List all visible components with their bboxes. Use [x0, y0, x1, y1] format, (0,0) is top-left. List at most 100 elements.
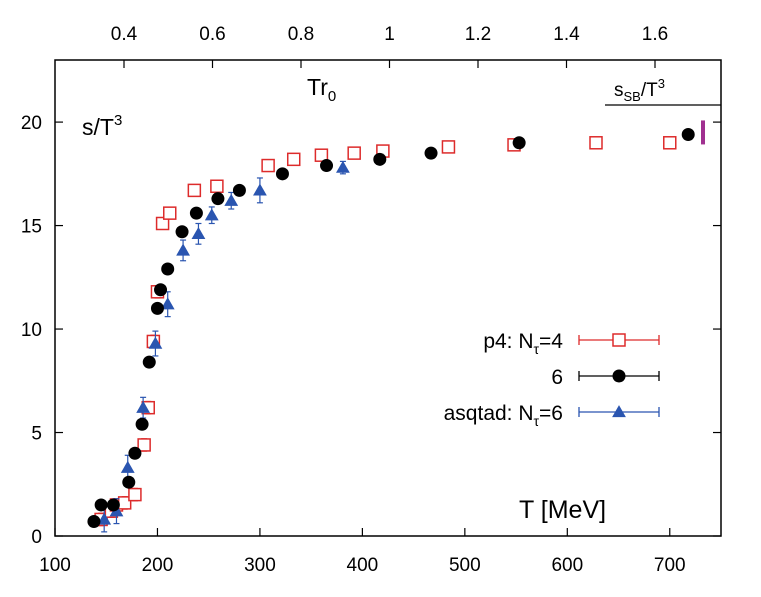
data-point — [189, 206, 203, 220]
data-point-marker — [424, 146, 438, 160]
data-point — [117, 496, 132, 510]
data-point — [106, 498, 120, 512]
x2-tick-label: 0.8 — [288, 24, 314, 45]
data-point — [314, 148, 329, 162]
data-point — [161, 262, 175, 276]
data-point-marker — [681, 128, 695, 142]
x-tick-label: 200 — [142, 555, 174, 576]
data-point-marker — [663, 136, 677, 150]
data-point — [261, 158, 275, 173]
y-axis-label-sup: 3 — [114, 112, 122, 129]
data-point-marker — [87, 515, 101, 529]
x2-tick-label: 0.4 — [111, 24, 138, 45]
data-point — [681, 128, 695, 142]
data-point — [87, 515, 101, 529]
data-point — [128, 446, 142, 460]
data-point — [175, 225, 189, 239]
legend: p4: Nτ=4 6 asqtad: Nτ=6 — [444, 330, 660, 429]
data-point-marker — [150, 301, 164, 315]
data-point — [275, 167, 289, 181]
data-point-marker — [106, 498, 120, 512]
data-point — [135, 417, 149, 431]
data-point-marker — [286, 152, 301, 167]
x2-tick-label: 1.4 — [553, 24, 580, 45]
x-axis-label: T [MeV] — [519, 496, 606, 524]
data-point-marker — [175, 225, 189, 239]
ticks — [54, 60, 721, 537]
x-tick-label: 100 — [39, 555, 71, 576]
y-tick-label: 10 — [21, 320, 42, 341]
sb-label-sup: 3 — [658, 76, 665, 91]
data-point — [187, 183, 202, 198]
x2-axis-label: Tr0 — [307, 74, 336, 105]
data-point-marker — [232, 183, 246, 197]
legend-entry: p4: Nτ=4 — [483, 330, 660, 357]
data-point-marker — [176, 243, 190, 256]
data-point — [210, 179, 224, 193]
data-point-marker — [135, 417, 149, 431]
data-point-marker — [314, 148, 329, 162]
y-tick-label: 20 — [21, 113, 42, 134]
data-point-marker — [612, 405, 626, 418]
data-point-marker — [120, 460, 135, 473]
sb-label-s: s — [614, 80, 624, 101]
x-tick-label: 300 — [244, 555, 276, 576]
data-point-marker — [136, 400, 151, 413]
data-point-marker — [155, 216, 170, 231]
data-point — [320, 159, 334, 173]
data-point — [204, 206, 219, 225]
data-point — [232, 183, 246, 197]
data-point-marker — [612, 369, 626, 383]
sb-label: sSB/T3 — [614, 76, 665, 104]
data-point-marker — [142, 355, 156, 369]
data-point — [253, 177, 267, 204]
data-point-marker — [441, 140, 456, 154]
data-point-marker — [189, 206, 203, 220]
x2-tick-label: 1.6 — [642, 24, 668, 45]
tick-labels: 100 200 300 400 500 600 700 0 5 10 15 20 0.4 0.6 0.8 1 1… — [21, 24, 686, 576]
legend-label-main: 6 — [551, 366, 563, 389]
series-2 — [97, 160, 350, 533]
data-point — [191, 222, 206, 245]
data-point-marker — [373, 152, 387, 166]
data-point-marker — [148, 336, 163, 349]
data-point-marker — [275, 167, 289, 181]
data-point — [441, 140, 456, 154]
data-point — [512, 136, 526, 150]
series-group — [87, 128, 695, 533]
data-point-marker — [128, 446, 142, 460]
data-point — [336, 160, 350, 175]
data-point-marker — [336, 160, 350, 173]
x2-axis-label-sub: 0 — [328, 88, 336, 105]
data-point-marker — [128, 487, 142, 502]
x-tick-label: 400 — [347, 555, 379, 576]
data-point-marker — [163, 206, 177, 220]
x-tick-label: 500 — [449, 555, 481, 576]
legend-label-tail: =4 — [539, 330, 563, 353]
data-point — [163, 206, 177, 220]
data-point — [94, 498, 108, 512]
data-point — [224, 191, 239, 210]
data-point — [148, 330, 163, 357]
data-point-marker — [253, 183, 267, 196]
x2-tick-label: 0.6 — [199, 24, 225, 45]
data-point-marker — [122, 475, 136, 489]
legend-label-main: asqtad: N — [444, 402, 534, 425]
sb-label-sub: SB — [624, 89, 641, 104]
data-point-marker — [210, 179, 224, 193]
data-point — [347, 146, 361, 160]
data-point-marker — [94, 498, 108, 512]
y-tick-label: 15 — [21, 217, 42, 238]
data-point-marker — [589, 136, 603, 150]
legend-label: asqtad: Nτ=6 — [444, 402, 563, 429]
data-point-marker — [191, 226, 206, 240]
data-point — [373, 152, 387, 166]
data-point — [663, 136, 677, 150]
data-point — [142, 355, 156, 369]
data-point — [176, 239, 190, 262]
data-point — [122, 475, 136, 489]
data-point — [155, 216, 170, 231]
legend-entry: 6 — [551, 366, 660, 389]
data-point-marker — [154, 283, 168, 297]
